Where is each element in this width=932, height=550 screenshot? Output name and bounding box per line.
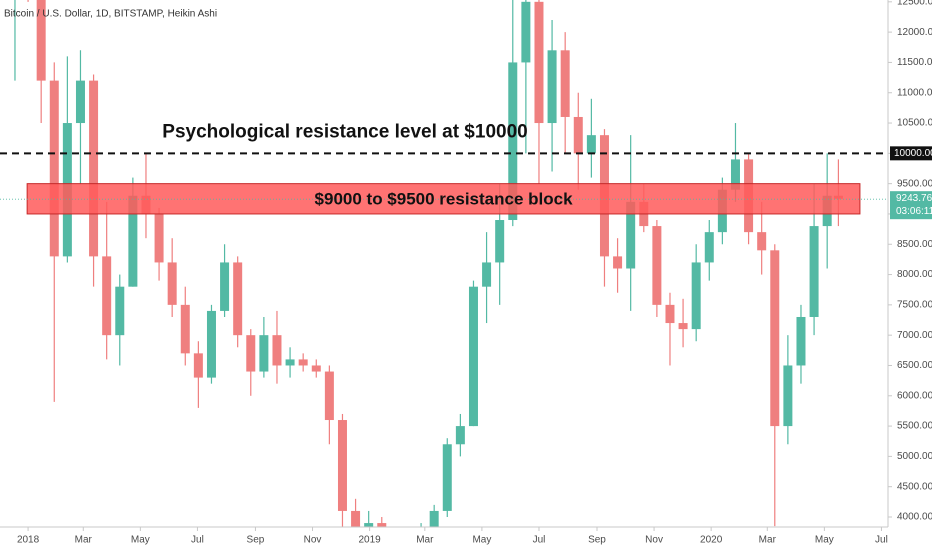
candle-body — [704, 232, 714, 263]
candle-body — [534, 1, 544, 124]
x-tick-label: 2018 — [17, 535, 40, 546]
x-tick-label: Mar — [759, 535, 777, 546]
candle-body — [75, 80, 85, 124]
candle-body — [613, 256, 623, 269]
x-tick-label: Sep — [247, 535, 265, 546]
last-price-label: 9243.76 — [896, 193, 932, 204]
x-tick-label: 2020 — [700, 535, 723, 546]
candle-body — [233, 262, 243, 336]
candle-body — [547, 50, 557, 124]
candle-body — [678, 323, 688, 330]
candle-body — [573, 116, 583, 154]
candle-body — [324, 371, 334, 421]
candle-body — [220, 262, 230, 311]
x-tick-label: 2019 — [358, 535, 381, 546]
candle-body — [757, 232, 767, 251]
x-tick-label: Jul — [191, 535, 204, 546]
y-tick-label: 5500.00 — [897, 421, 932, 432]
candle-body — [560, 50, 570, 117]
candle-body — [351, 510, 361, 527]
candle-body — [154, 213, 164, 263]
y-tick-label: 12000.00 — [897, 27, 932, 38]
y-tick-label: 4500.00 — [897, 481, 932, 492]
candle-body — [285, 359, 295, 366]
resistance-tag — [890, 146, 932, 161]
x-tick-label: Nov — [304, 535, 322, 546]
candle-body — [429, 510, 439, 527]
candle-body — [193, 353, 203, 378]
y-tick-label: 12500.00 — [897, 0, 932, 7]
x-tick-label: Jul — [875, 535, 888, 546]
candle-body — [167, 262, 177, 305]
resistance-tag-label: 10000.00 — [894, 148, 932, 159]
y-tick-label: 4000.00 — [897, 512, 932, 523]
candle-body — [586, 135, 596, 154]
candle-body — [730, 159, 740, 190]
candle-body — [809, 226, 819, 317]
candle-body — [770, 250, 780, 427]
y-tick-label: 8000.00 — [897, 269, 932, 280]
countdown-label: 03:06:11 — [896, 206, 932, 217]
candle-body — [783, 365, 793, 427]
candle-body — [36, 0, 46, 81]
candle-body — [455, 426, 465, 445]
candle-body — [796, 316, 806, 366]
candle-body — [102, 256, 112, 336]
y-tick-label: 5000.00 — [897, 451, 932, 462]
candle-body — [89, 80, 99, 257]
candle-body — [691, 262, 701, 330]
candle-body — [364, 523, 374, 527]
candle-body — [311, 365, 321, 372]
x-tick-label: May — [472, 535, 491, 546]
x-tick-label: Sep — [588, 535, 606, 546]
y-tick-label: 7000.00 — [897, 330, 932, 341]
x-tick-label: May — [131, 535, 150, 546]
x-tick-label: Mar — [75, 535, 93, 546]
candle-body — [626, 201, 636, 269]
y-tick-label: 11000.00 — [897, 87, 932, 98]
y-tick-label: 6000.00 — [897, 390, 932, 401]
candle-body — [665, 304, 675, 324]
resistance-label: Psychological resistance level at $10000 — [162, 121, 527, 142]
y-tick-label: 9500.00 — [897, 178, 932, 189]
chart-title: Bitcoin / U.S. Dollar, 1D, BITSTAMP, Hei… — [4, 9, 217, 20]
x-tick-label: Nov — [645, 535, 663, 546]
x-tick-label: Mar — [416, 535, 434, 546]
candle-body — [652, 226, 662, 305]
zone-label: $9000 to $9500 resistance block — [315, 189, 574, 208]
candle-body — [180, 304, 190, 354]
x-tick-label: Jul — [533, 535, 546, 546]
candle-body — [259, 335, 269, 372]
candle-body — [206, 310, 216, 378]
candle-body — [521, 1, 531, 63]
candle-body — [272, 335, 282, 366]
candle-body — [468, 286, 478, 427]
candle-body — [49, 80, 59, 257]
last-price-tag — [890, 191, 932, 220]
y-tick-label: 6500.00 — [897, 360, 932, 371]
candle-body — [128, 195, 138, 287]
candle-body — [298, 359, 308, 366]
candle-body — [482, 262, 492, 287]
y-tick-label: 7500.00 — [897, 300, 932, 311]
y-tick-label: 10500.00 — [897, 118, 932, 129]
candle-body — [495, 220, 505, 263]
candle-body — [115, 286, 125, 336]
candle-body — [246, 335, 256, 372]
x-tick-label: May — [815, 535, 834, 546]
candle-body — [377, 523, 387, 527]
candle-body — [442, 444, 452, 511]
y-tick-label: 8500.00 — [897, 239, 932, 250]
y-tick-label: 11500.00 — [897, 57, 932, 68]
candle-body — [508, 62, 518, 221]
plot-area — [0, 0, 888, 527]
candle-body — [337, 420, 347, 511]
